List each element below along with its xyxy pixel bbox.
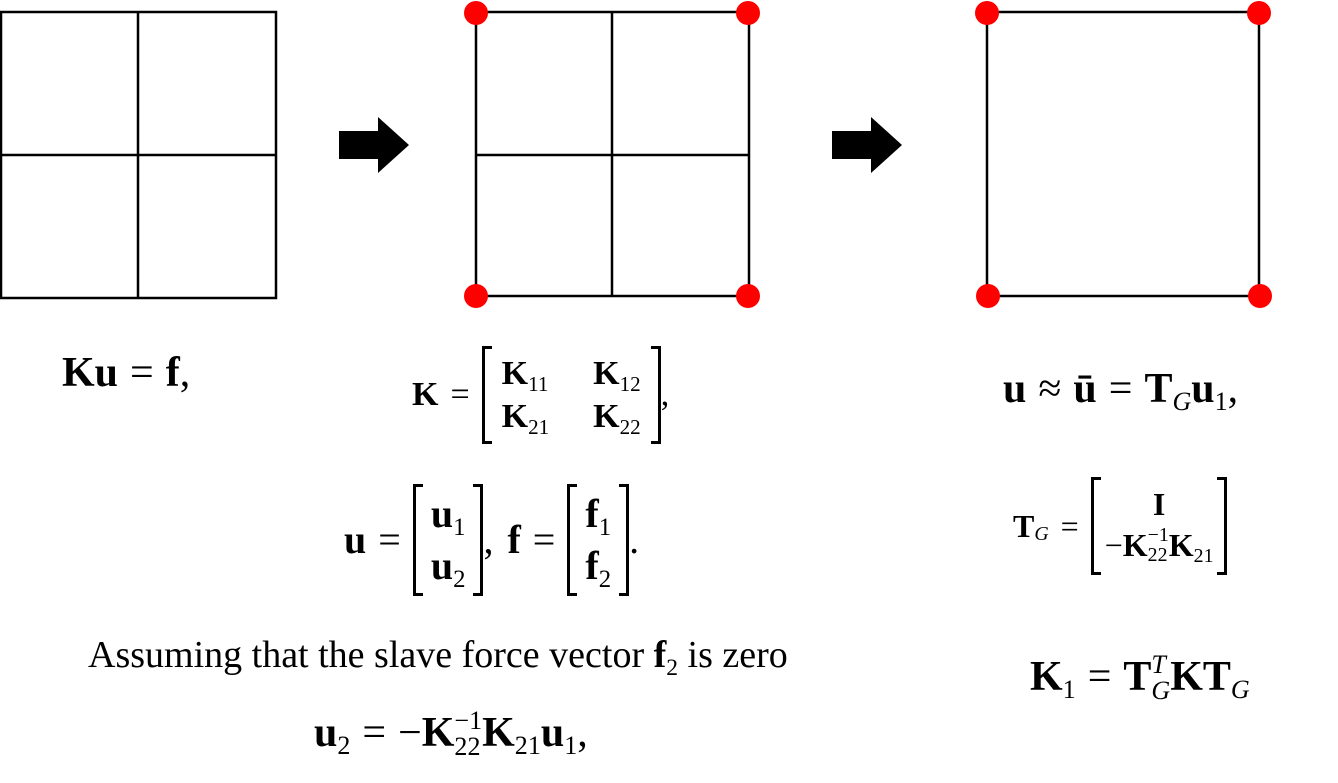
master-node	[1248, 284, 1272, 308]
equation-TG: TG = I −K −1 22 K21	[1013, 477, 1228, 575]
f1: f1	[585, 491, 612, 541]
TG-matrix: I −K −1 22 K21	[1101, 484, 1218, 568]
fine-mesh	[0, 10, 278, 300]
eq-sign: =	[378, 517, 401, 562]
equation-u-f-partition: u = u1 u2 , f = f1 f2 .	[344, 484, 639, 596]
mesh-diagram	[0, 1, 1272, 308]
K12: K12	[593, 354, 641, 396]
assumption-text: Assuming that the slave force vector f2 …	[88, 634, 788, 679]
u1: u1	[430, 491, 466, 541]
equation-K1: K1 = T T G KTG	[1030, 649, 1250, 705]
assumption-vector: f	[653, 634, 667, 676]
eq-punct: ,	[660, 376, 670, 413]
right-bracket	[650, 346, 661, 444]
arrow-right-icon	[832, 117, 902, 173]
equation-system: Ku = f,	[62, 352, 190, 394]
left-bracket	[1090, 477, 1101, 575]
f-vector: f1 f2	[577, 488, 619, 592]
condensed-mesh	[464, 1, 760, 308]
left-bracket	[412, 484, 423, 596]
K21: K21	[501, 398, 550, 439]
master-node	[975, 1, 999, 25]
master-node	[976, 284, 1000, 308]
K22: K22	[593, 398, 641, 439]
eq-sign: =	[362, 710, 387, 756]
eq-punct: .	[629, 517, 640, 562]
right-bracket	[473, 484, 484, 596]
left-bracket	[481, 346, 492, 444]
f-lhs: f	[507, 517, 521, 562]
coarse-element	[975, 1, 1272, 308]
equation-K-partition: K = K11 K12 K21 K22 ,	[412, 346, 669, 444]
master-node	[736, 284, 760, 308]
eq-punct: ,	[179, 350, 191, 396]
K-lhs: K	[412, 376, 439, 413]
separator: ,	[483, 517, 494, 562]
assumption-post: is zero	[678, 634, 788, 676]
equation-approximation: u ≈ ū = TGu1,	[1003, 366, 1239, 417]
right-bracket	[619, 484, 630, 596]
K22-inverse-indices: −1 22	[454, 705, 483, 761]
left-bracket	[567, 484, 578, 596]
coarse-element-border	[985, 10, 1261, 298]
K-matrix: K11 K12 K21 K22	[492, 352, 651, 438]
eq-rhs: f	[165, 350, 180, 396]
right-bracket	[1217, 477, 1228, 575]
eq-sign: =	[130, 350, 154, 396]
u2: u2	[430, 543, 466, 593]
eq-sign: =	[532, 517, 556, 562]
eq-lhs: Ku	[62, 350, 119, 396]
assumption-vector-sub: 2	[666, 654, 679, 681]
u-vector: u1 u2	[423, 488, 474, 592]
assumption-pre: Assuming that the slave force vector	[88, 634, 654, 676]
master-node	[464, 284, 488, 308]
arrow-right-icon	[339, 117, 409, 173]
f2: f2	[585, 543, 612, 593]
master-node	[736, 1, 760, 25]
TG-condensation: −K −1 22 K21	[1104, 524, 1214, 567]
equation-u2: u2 = −K −1 22 K21u1,	[314, 705, 588, 761]
master-node	[1247, 1, 1271, 25]
eq-sign: =	[450, 376, 470, 413]
TG-identity: I	[1152, 485, 1166, 522]
u-lhs: u	[344, 517, 367, 562]
K11: K11	[501, 354, 549, 396]
master-node	[464, 1, 488, 25]
